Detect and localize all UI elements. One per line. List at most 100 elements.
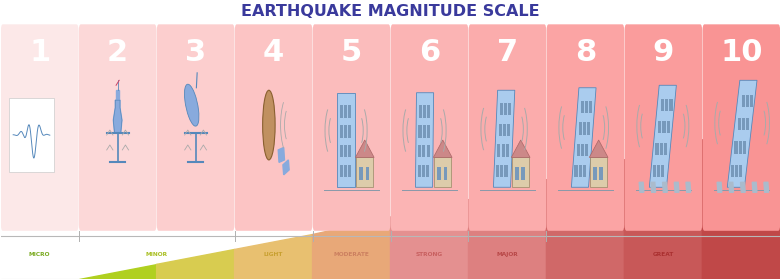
FancyBboxPatch shape	[661, 165, 664, 177]
FancyBboxPatch shape	[747, 118, 750, 130]
Polygon shape	[157, 249, 234, 279]
Polygon shape	[572, 88, 596, 187]
Text: 1: 1	[29, 38, 50, 67]
FancyBboxPatch shape	[344, 145, 347, 157]
FancyBboxPatch shape	[348, 165, 351, 177]
FancyBboxPatch shape	[344, 165, 347, 177]
Text: MAJOR: MAJOR	[497, 252, 519, 257]
Text: STRONG: STRONG	[416, 252, 443, 257]
FancyBboxPatch shape	[235, 24, 312, 231]
FancyBboxPatch shape	[344, 105, 347, 118]
Polygon shape	[740, 182, 745, 192]
FancyBboxPatch shape	[79, 24, 156, 231]
FancyBboxPatch shape	[731, 165, 734, 177]
FancyBboxPatch shape	[366, 167, 369, 180]
FancyBboxPatch shape	[600, 167, 604, 180]
FancyBboxPatch shape	[657, 165, 660, 177]
FancyBboxPatch shape	[340, 145, 343, 157]
FancyBboxPatch shape	[655, 143, 658, 155]
FancyBboxPatch shape	[625, 24, 702, 231]
FancyBboxPatch shape	[9, 98, 54, 172]
Polygon shape	[547, 160, 624, 279]
FancyBboxPatch shape	[590, 157, 608, 187]
Ellipse shape	[262, 90, 275, 160]
FancyBboxPatch shape	[497, 144, 501, 157]
FancyBboxPatch shape	[750, 95, 753, 107]
Polygon shape	[674, 182, 679, 192]
FancyBboxPatch shape	[340, 165, 343, 177]
FancyBboxPatch shape	[348, 145, 351, 157]
FancyBboxPatch shape	[496, 165, 499, 177]
FancyBboxPatch shape	[344, 125, 347, 137]
FancyBboxPatch shape	[703, 24, 780, 231]
FancyBboxPatch shape	[423, 145, 426, 157]
Polygon shape	[727, 80, 757, 187]
FancyBboxPatch shape	[589, 101, 592, 113]
FancyBboxPatch shape	[469, 24, 546, 231]
Text: EARTHQUAKE MAGNITUDE SCALE: EARTHQUAKE MAGNITUDE SCALE	[241, 4, 540, 19]
Text: 5: 5	[341, 38, 362, 67]
Text: 9: 9	[653, 38, 674, 67]
Text: GREAT: GREAT	[653, 252, 674, 257]
FancyBboxPatch shape	[735, 165, 738, 177]
FancyBboxPatch shape	[746, 95, 749, 107]
FancyBboxPatch shape	[512, 157, 530, 187]
Polygon shape	[624, 140, 702, 279]
FancyBboxPatch shape	[585, 144, 588, 156]
Polygon shape	[469, 180, 547, 279]
FancyBboxPatch shape	[660, 143, 663, 155]
Polygon shape	[113, 100, 122, 132]
FancyBboxPatch shape	[669, 99, 672, 111]
FancyBboxPatch shape	[653, 165, 656, 177]
FancyBboxPatch shape	[348, 105, 351, 118]
Polygon shape	[283, 160, 289, 175]
FancyBboxPatch shape	[418, 165, 421, 177]
FancyBboxPatch shape	[594, 167, 597, 180]
FancyBboxPatch shape	[501, 165, 504, 177]
FancyBboxPatch shape	[505, 144, 508, 157]
Text: LIGHT: LIGHT	[264, 252, 284, 257]
FancyBboxPatch shape	[1, 24, 78, 231]
FancyBboxPatch shape	[505, 165, 508, 177]
Polygon shape	[717, 182, 722, 192]
FancyBboxPatch shape	[422, 165, 425, 177]
Text: MODERATE: MODERATE	[333, 252, 369, 257]
FancyBboxPatch shape	[503, 124, 506, 136]
Text: 3: 3	[185, 38, 206, 67]
FancyBboxPatch shape	[426, 145, 430, 157]
Polygon shape	[355, 140, 374, 157]
FancyBboxPatch shape	[667, 121, 670, 133]
FancyBboxPatch shape	[742, 95, 745, 107]
FancyBboxPatch shape	[419, 125, 422, 137]
FancyBboxPatch shape	[734, 141, 737, 154]
Polygon shape	[702, 118, 780, 279]
FancyBboxPatch shape	[738, 118, 741, 130]
Polygon shape	[116, 90, 119, 100]
FancyBboxPatch shape	[585, 101, 588, 113]
FancyBboxPatch shape	[423, 125, 426, 137]
FancyBboxPatch shape	[583, 122, 586, 135]
FancyBboxPatch shape	[390, 24, 469, 231]
Text: 4: 4	[263, 38, 284, 67]
FancyBboxPatch shape	[739, 141, 742, 154]
FancyBboxPatch shape	[437, 167, 441, 180]
Text: 7: 7	[497, 38, 518, 67]
FancyBboxPatch shape	[575, 165, 578, 177]
FancyBboxPatch shape	[664, 143, 667, 155]
Polygon shape	[433, 140, 452, 157]
Text: MINOR: MINOR	[145, 252, 168, 257]
FancyBboxPatch shape	[579, 165, 582, 177]
Polygon shape	[390, 200, 469, 279]
Polygon shape	[649, 85, 676, 187]
Text: 8: 8	[575, 38, 596, 67]
Polygon shape	[686, 182, 690, 192]
Text: 10: 10	[720, 38, 762, 67]
Polygon shape	[590, 140, 608, 157]
FancyBboxPatch shape	[579, 122, 582, 135]
Polygon shape	[79, 264, 157, 279]
Text: MICRO: MICRO	[29, 252, 51, 257]
Polygon shape	[494, 90, 515, 187]
FancyBboxPatch shape	[359, 167, 363, 180]
FancyBboxPatch shape	[581, 144, 584, 156]
Polygon shape	[415, 93, 433, 187]
